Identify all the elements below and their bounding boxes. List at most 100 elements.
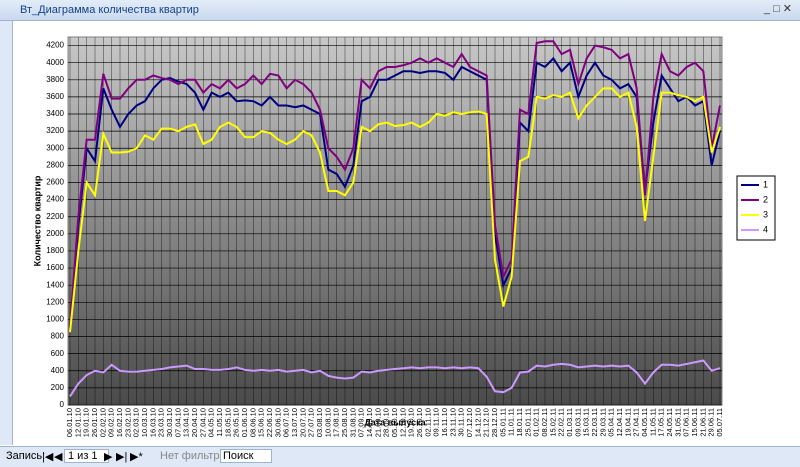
x-tick-label: 01.02.11 <box>532 408 541 437</box>
legend-label: 2 <box>763 194 768 204</box>
x-tick-label: 07.04.10 <box>173 408 182 437</box>
y-tick-label: 2400 <box>46 195 64 204</box>
chart: Количество квартир Дата выпуска 0 200 400 6… <box>32 36 776 437</box>
x-tick-label: 01.06.10 <box>240 408 249 437</box>
x-tick-label: 14.09.10 <box>365 408 374 437</box>
x-tick-label: 26.01.10 <box>90 408 99 437</box>
x-tick-label: 05.10.10 <box>390 408 399 437</box>
x-tick-label: 18.01.11 <box>515 408 524 437</box>
search-box[interactable]: Поиск <box>220 449 272 463</box>
record-position[interactable]: 1 из 1 <box>64 449 109 463</box>
x-tick-label: 26.05.10 <box>232 408 241 437</box>
series-line <box>69 359 721 397</box>
x-tick-label: 15.02.11 <box>548 408 557 437</box>
nav-next[interactable]: ▶ <box>104 451 113 463</box>
series-line <box>69 56 721 329</box>
x-tick-label: 11.05.11 <box>648 408 657 436</box>
x-tick-label: 05.07.11 <box>715 408 724 437</box>
nav-last[interactable]: ▶| <box>116 451 128 463</box>
x-tick-label: 30.11.10 <box>457 408 466 437</box>
y-tick-label: 1600 <box>46 263 64 272</box>
y-tick-label: 3600 <box>46 92 64 101</box>
y-tick-label: 2600 <box>46 178 64 187</box>
x-tick-label: 04.05.11 <box>640 408 649 437</box>
status-bar: Запись: |◀ ◀ 1 из 1 ▶ ▶| ▶* Нет фильтра … <box>0 446 800 467</box>
y-tick-label: 2000 <box>46 229 64 238</box>
y-tick-label: 1800 <box>46 246 64 255</box>
series-line <box>69 40 721 329</box>
y-tick-label: 4200 <box>46 41 64 50</box>
legend-label: 1 <box>763 179 768 189</box>
window-title: Вт_Диаграмма количества квартир <box>20 4 199 16</box>
x-tick-label: 19.10.10 <box>407 408 416 437</box>
y-tick-label: 800 <box>51 332 65 341</box>
x-tick-label: 22.02.11 <box>557 408 566 437</box>
x-tick-label: 05.04.11 <box>607 408 616 437</box>
x-tick-label: 16.11.10 <box>440 408 449 437</box>
nav-first[interactable]: |◀ <box>42 451 54 463</box>
x-tick-label: 19.04.11 <box>623 408 632 437</box>
nav-prev[interactable]: ◀ <box>54 451 63 463</box>
y-tick-label: 1200 <box>46 297 64 306</box>
x-tick-label: 22.03.11 <box>590 408 599 437</box>
series-line <box>69 87 721 333</box>
x-tick-label: 08.06.10 <box>248 408 257 437</box>
nav-new[interactable]: ▶* <box>130 451 143 463</box>
x-tick-label: 01.03.11 <box>565 408 574 437</box>
y-tick-label: 1400 <box>46 280 64 289</box>
x-tick-label: 13.04.10 <box>182 408 191 437</box>
x-tick-label: 15.03.11 <box>582 408 591 437</box>
x-tick-label: 30.03.10 <box>165 408 174 437</box>
x-tick-label: 23.11.10 <box>448 408 457 437</box>
x-tick-label: 12.01.10 <box>73 408 82 437</box>
x-tick-label: 10.08.10 <box>323 408 332 437</box>
x-tick-label: 07.09.10 <box>357 408 366 437</box>
x-tick-label: 19.01.10 <box>82 408 91 437</box>
legend-label: 4 <box>763 224 768 234</box>
x-tick-label: 28.12.10 <box>490 408 499 437</box>
record-label: Запись: <box>6 450 46 462</box>
y-tick-label: 3000 <box>46 143 64 152</box>
x-tick-label: 05.01.11 <box>498 408 507 437</box>
x-tick-label: 16.03.10 <box>148 408 157 437</box>
x-axis-title: Дата выпуска <box>364 417 426 427</box>
x-tick-label: 11.05.10 <box>215 408 224 437</box>
y-tick-label: 200 <box>51 383 65 392</box>
x-tick-label: 24.05.11 <box>665 408 674 437</box>
x-tick-label: 21.09.10 <box>373 408 382 437</box>
x-tick-label: 02.11.10 <box>423 408 432 437</box>
x-tick-label: 27.07.10 <box>307 408 316 437</box>
x-tick-label: 12.04.11 <box>615 408 624 437</box>
y-axis-title: Количество квартир <box>32 175 42 266</box>
y-tick-label: 1000 <box>46 315 64 324</box>
x-tick-label: 23.03.10 <box>157 408 166 437</box>
y-tick-label: 3200 <box>46 126 64 135</box>
x-tick-label: 13.07.10 <box>290 408 299 437</box>
x-tick-label: 07.06.11 <box>682 408 691 437</box>
x-tick-label: 27.04.11 <box>632 408 641 437</box>
x-tick-label: 23.02.10 <box>123 408 132 437</box>
x-tick-label: 29.06.11 <box>707 408 716 437</box>
title-bar: Вт_Диаграмма количества квартир _ □ ✕ <box>0 0 800 21</box>
x-tick-label: 20.04.10 <box>190 408 199 437</box>
filter-indicator[interactable]: Нет фильтра <box>160 450 226 462</box>
x-tick-label: 15.06.11 <box>690 408 699 437</box>
x-tick-label: 20.07.10 <box>298 408 307 437</box>
x-tick-label: 09.11.10 <box>432 408 441 437</box>
y-tick-label: 400 <box>51 366 65 375</box>
x-tick-label: 14.12.10 <box>473 408 482 437</box>
x-tick-label: 18.05.10 <box>223 408 232 437</box>
x-tick-label: 07.12.10 <box>465 408 474 437</box>
x-tick-label: 21.06.11 <box>698 408 707 437</box>
x-tick-label: 31.08.10 <box>348 408 357 437</box>
y-tick-label: 600 <box>51 349 65 358</box>
window-buttons[interactable]: _ □ ✕ <box>763 3 792 15</box>
x-tick-label: 21.12.10 <box>482 408 491 437</box>
x-tick-label: 25.01.11 <box>523 408 532 437</box>
x-tick-label: 22.06.10 <box>265 408 274 437</box>
x-tick-label: 02.03.10 <box>132 408 141 437</box>
y-tick-label: 2200 <box>46 212 64 221</box>
x-tick-label: 30.06.10 <box>273 408 282 437</box>
x-tick-label: 17.05.11 <box>657 408 666 437</box>
